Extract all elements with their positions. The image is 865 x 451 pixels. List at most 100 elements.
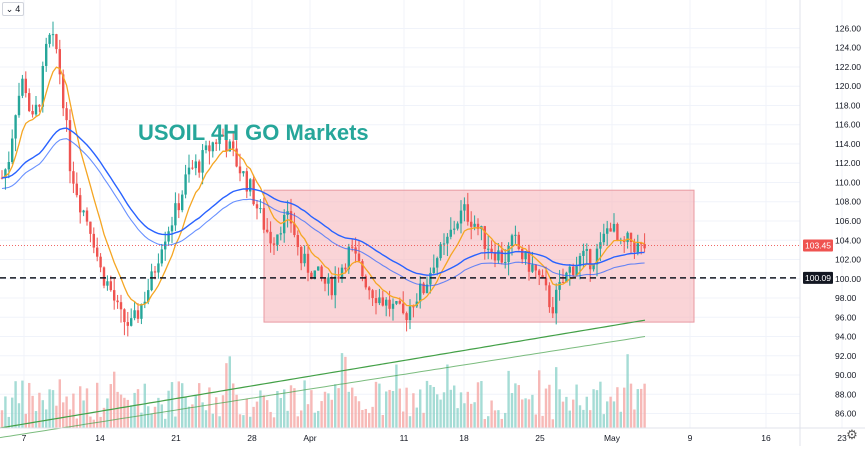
volume-bar [531,394,534,428]
candle-body [626,232,629,243]
volume-bar [320,401,323,428]
x-tick-label: 23 [837,433,847,443]
y-tick-label: 86.00 [835,409,857,419]
candle-body [585,249,588,251]
x-tick-label: 11 [400,433,409,443]
volume-bar [619,411,622,428]
volume-bar [187,406,191,428]
y-tick-label: 98.00 [835,293,857,303]
volume-bar [640,388,643,428]
y-tick-label: 122.00 [835,62,861,72]
volume-bar [296,416,299,428]
volume-bar [21,380,24,428]
volume-bar [385,391,388,428]
candle-body [11,138,14,163]
candle-body [449,229,452,237]
volume-bar [449,389,452,428]
volume-bar [415,407,418,428]
volume-bar [439,399,442,428]
last-price-label: 103.45 [805,241,831,251]
candle-body [194,161,197,169]
ema-fast-line [1,66,645,307]
candle-body [473,223,476,227]
candle-body [228,141,231,152]
candle-body [589,249,592,270]
candle-body [612,223,616,232]
candle-body [323,277,327,284]
volume-bar [589,410,592,428]
candle-body [633,242,636,253]
candle-body [548,285,551,308]
candle-body [446,236,449,244]
candle-body [198,161,201,173]
volume-bar [432,386,435,428]
volume-bar [79,386,82,428]
candle-body [616,223,619,241]
y-tick-label: 94.00 [835,332,857,342]
volume-bar [493,410,497,428]
volume-bar [283,389,286,428]
candle-body [504,262,507,264]
candle-body [7,162,10,170]
candle-body [21,78,24,96]
volume-bar [412,393,415,428]
candle-body [4,169,7,178]
y-tick-label: 124.00 [835,43,861,53]
volume-bar [109,384,112,428]
candle-body [31,111,34,115]
candle-body [313,270,316,280]
candle-body [167,231,170,242]
y-tick-label: 116.00 [835,120,861,130]
volume-bar [143,383,146,428]
candle-body [310,272,313,280]
volume-bar [582,409,585,428]
candle-body [269,231,272,244]
candle-body [0,177,4,179]
volume-bar [38,392,41,428]
y-tick-label: 90.00 [835,370,857,380]
x-tick-label: 25 [535,433,545,443]
candle-body [364,276,367,288]
volume-bar [575,384,578,428]
volume-bar [269,411,272,428]
volume-bar [62,402,65,428]
candle-body [184,174,187,195]
volume-bar [391,390,395,428]
volume-bar [626,354,629,428]
candle-body [296,235,299,248]
candle-body [643,243,646,249]
candle-body [572,266,575,276]
y-tick-label: 100.00 [835,274,861,284]
candle-body [374,298,378,304]
volume-bar [0,410,4,428]
candle-body [201,150,204,173]
candle-body [514,234,517,236]
candle-body [130,318,133,326]
volume-bar [327,393,330,428]
candle-body [232,141,235,149]
volume-bar [490,400,493,428]
volume-bar [487,416,490,428]
volume-bar [555,367,558,428]
volume-bar [306,404,310,428]
candle-body [510,235,514,246]
ema-slow-line-2 [0,336,646,439]
volume-bar [48,389,51,428]
candle-body [262,208,265,230]
candle-body [153,271,157,273]
gear-icon[interactable]: ⚙ [846,427,858,442]
candle-body [157,263,160,273]
volume-bar [398,388,401,428]
volume-bar [507,370,510,428]
candle-body [106,281,109,286]
volume-bar [429,385,432,428]
volume-bar [58,379,61,428]
volume-bar [293,388,296,428]
volume-bar [572,399,575,428]
symbol-collapse-button[interactable]: ⌄ 4 [2,2,24,16]
candle-body [252,179,255,205]
volume-bar [419,389,422,428]
candle-body [181,194,184,211]
